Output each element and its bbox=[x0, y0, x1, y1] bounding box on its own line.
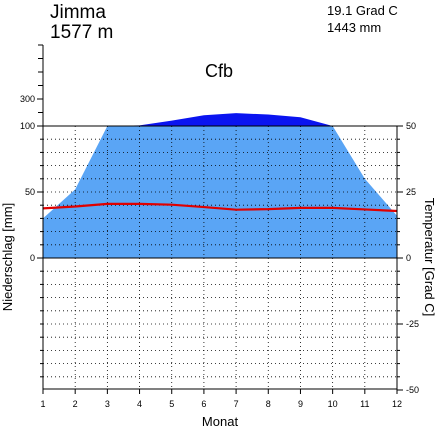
y-right-tick-label: 0 bbox=[406, 253, 411, 263]
y-axis-left-label: Niederschlag [mm] bbox=[0, 203, 15, 311]
y-right-tick-label: 25 bbox=[406, 187, 416, 197]
precipitation-excess-polygon bbox=[43, 113, 397, 126]
precipitation-excess-area bbox=[43, 113, 397, 126]
y-left-tick-label: 100 bbox=[20, 121, 35, 131]
x-tick-label: 10 bbox=[328, 399, 338, 409]
x-tick-label: 7 bbox=[234, 399, 239, 409]
x-tick-label: 9 bbox=[298, 399, 303, 409]
y-right-tick-label: -50 bbox=[406, 385, 419, 395]
station-name: Jimma bbox=[50, 2, 106, 23]
x-tick-label: 2 bbox=[73, 399, 78, 409]
y-right-tick-label: -25 bbox=[406, 319, 419, 329]
x-tick-label: 6 bbox=[201, 399, 206, 409]
x-tick-label: 1 bbox=[40, 399, 45, 409]
x-tick-label: 3 bbox=[105, 399, 110, 409]
temperature-polyline bbox=[42, 202, 398, 213]
mean-temperature: 19.1 Grad C bbox=[327, 3, 398, 18]
y-left-tick-label: 300 bbox=[20, 94, 35, 104]
x-tick-label: 4 bbox=[137, 399, 142, 409]
y-axis-right-label: Temperatur [Grad C] bbox=[422, 198, 437, 317]
grid bbox=[43, 126, 397, 389]
x-axis-label: Monat bbox=[202, 414, 239, 429]
x-tick-label: 5 bbox=[169, 399, 174, 409]
annual-precipitation: 1443 mm bbox=[327, 20, 381, 35]
climate-class: Cfb bbox=[205, 61, 233, 81]
x-tick-label: 12 bbox=[392, 399, 402, 409]
y-left-tick-label: 0 bbox=[30, 253, 35, 263]
x-tick-label: 11 bbox=[360, 399, 369, 409]
x-tick-label: 8 bbox=[266, 399, 271, 409]
station-elevation: 1577 m bbox=[50, 22, 113, 43]
y-left-tick-label: 50 bbox=[25, 187, 35, 197]
temperature-line bbox=[42, 202, 398, 213]
y-right-tick-label: 50 bbox=[406, 121, 416, 131]
